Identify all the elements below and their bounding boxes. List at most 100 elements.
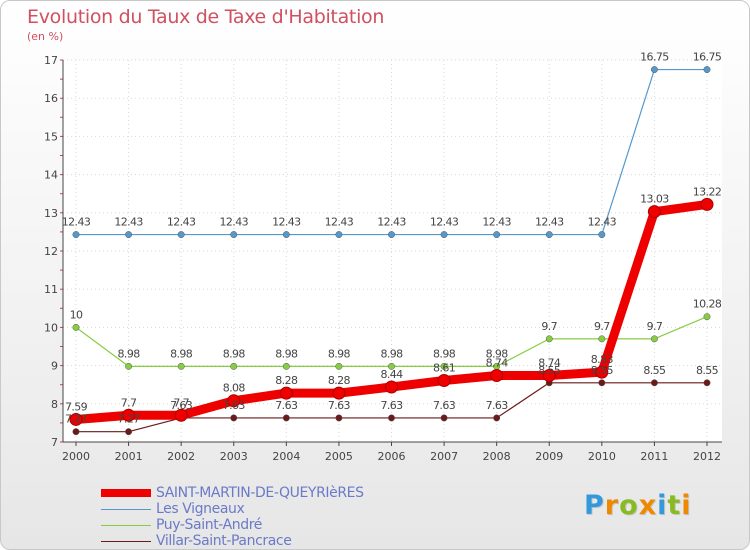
data-label: 7.63 [486,399,509,412]
data-label: 7.27 [118,413,141,426]
y-tick-label: 16 [44,92,58,105]
data-point [72,428,80,436]
data-point [72,323,80,331]
logo-letter: t [667,490,682,521]
x-tick-label: 2000 [62,450,90,463]
y-tick-label: 12 [44,245,58,258]
y-tick-label: 11 [44,283,58,296]
data-point [385,380,398,394]
data-label: 12.43 [482,216,511,229]
data-point [542,369,556,383]
logo-letter: x [638,490,658,521]
y-tick-label: 7 [51,436,58,449]
y-tick-label: 15 [44,130,58,143]
data-label: 7.63 [223,399,246,412]
data-point [388,414,395,422]
data-label: 16.75 [693,51,722,64]
data-label: 12.43 [535,216,564,229]
data-point [125,362,133,370]
data-label: 7.63 [433,399,456,412]
data-point [437,373,451,387]
data-label: 8.55 [643,364,666,377]
logo-letter: o [619,490,639,521]
data-label: 12.43 [62,216,91,229]
legend-label-saint-martin: SAINT-MARTIN-DE-QUEYRIèRES [156,485,364,501]
data-point [650,66,658,74]
data-label: 10 [70,308,83,321]
data-point [493,414,501,422]
x-tick-label: 2004 [272,450,300,463]
data-point [282,362,290,370]
data-point [125,428,133,436]
data-point [335,362,343,370]
data-label: 8.98 [486,347,509,360]
data-label: 12.43 [588,216,617,229]
data-label: 7.63 [275,399,298,412]
data-label: 8.55 [591,364,614,377]
data-label: 9.7 [541,320,557,333]
data-point [440,231,448,239]
data-label: 12.43 [325,216,354,229]
data-point [332,386,346,400]
data-point [279,386,293,400]
legend-swatch-saint-martin [101,489,151,497]
data-label: 7.63 [328,399,351,412]
data-point [69,412,83,426]
data-point [230,231,238,239]
data-point [598,379,606,387]
chart-title: Evolution du Taux de Taxe d'Habitation [27,6,385,28]
x-tick-label: 2009 [535,450,563,463]
data-point [703,379,711,387]
data-label: 8.44 [380,368,403,381]
x-tick-label: 2010 [588,450,616,463]
x-tick-label: 2007 [430,450,458,463]
data-point [598,231,606,239]
y-tick-label: 10 [44,321,58,334]
data-point [703,66,711,74]
data-point [440,414,448,422]
data-point [388,231,395,239]
data-point [227,394,241,408]
data-point [230,362,238,370]
x-tick-label: 2005 [325,450,353,463]
data-point [335,414,343,422]
data-label: 16.75 [640,51,669,64]
data-label: 7.7 [173,396,189,409]
data-point [493,231,501,239]
data-point [72,231,80,239]
data-label: 8.98 [433,347,456,360]
legend-label-villar-saint-pancrace: Villar-Saint-Pancrace [156,533,292,549]
data-point [177,362,185,370]
data-label: 7.7 [121,396,137,409]
data-label: 13.03 [640,193,669,206]
data-point [545,335,553,343]
legend-swatch-puy-saint-andre [101,525,151,526]
data-point [650,335,658,343]
data-label: 8.61 [433,361,455,374]
x-tick-label: 2008 [483,450,511,463]
data-point [650,379,658,387]
data-point [177,231,185,239]
data-label: 8.98 [275,347,298,360]
y-tick-label: 14 [44,169,58,182]
data-label: 12.43 [377,216,406,229]
data-point [125,231,133,239]
data-label: 7.63 [380,399,403,412]
data-label: 12.43 [272,216,301,229]
data-point [282,414,290,422]
y-tick-label: 17 [44,54,58,67]
data-label: 8.08 [223,382,246,395]
data-label: 8.98 [380,347,403,360]
legend-label-puy-saint-andre: Puy-Saint-André [156,517,263,533]
data-point [703,313,711,321]
x-tick-label: 2011 [640,450,668,463]
data-label: 12.43 [430,216,459,229]
plot-area [63,60,722,442]
data-point [388,362,395,370]
data-label: 8.98 [223,347,246,360]
data-point [647,205,661,219]
data-label: 8.98 [118,347,141,360]
data-point [700,197,714,211]
